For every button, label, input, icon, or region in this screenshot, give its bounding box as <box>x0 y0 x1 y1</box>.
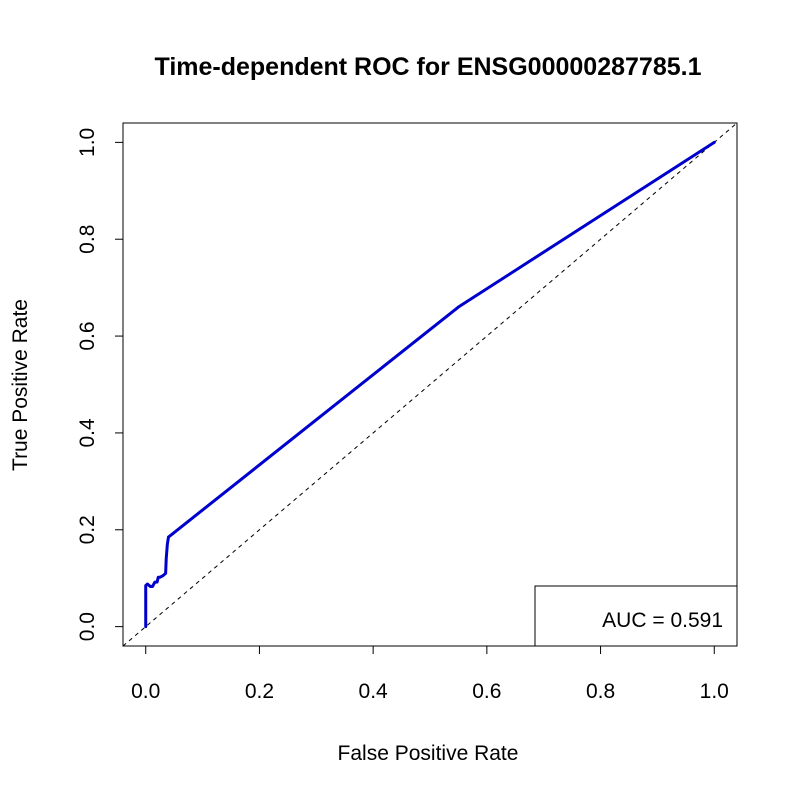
x-tick-label: 0.6 <box>472 680 501 703</box>
legend-box <box>534 585 738 647</box>
y-tick-label: 0.8 <box>76 225 99 254</box>
roc-series-group <box>144 140 716 629</box>
x-axis-ticks: 0.0 0.2 0.4 0.6 0.8 1.0 <box>131 645 729 703</box>
legend-auc-text: AUC = 0.591 <box>602 609 723 632</box>
x-axis-label: False Positive Rate <box>338 742 519 765</box>
y-axis-ticks: 0.0 0.2 0.4 0.6 0.8 1.0 <box>76 128 124 641</box>
x-tick-label: 0.0 <box>131 680 160 703</box>
chart-title: Time-dependent ROC for ENSG00000287785.1 <box>155 53 702 81</box>
x-tick-label: 0.2 <box>245 680 274 703</box>
y-tick-label: 0.0 <box>76 612 99 641</box>
x-tick-label: 0.8 <box>586 680 615 703</box>
y-axis-label: True Positive Rate <box>9 299 32 471</box>
x-tick-label: 0.4 <box>359 680 389 703</box>
reference-diagonal-group <box>122 122 738 647</box>
auc-legend: AUC = 0.591 <box>534 585 738 647</box>
y-tick-label: 1.0 <box>76 128 99 157</box>
y-tick-label: 0.6 <box>76 321 99 350</box>
roc-curve-line <box>144 140 716 629</box>
reference-diagonal-line <box>122 122 738 647</box>
x-tick-label: 1.0 <box>700 680 729 703</box>
y-tick-label: 0.4 <box>76 418 99 448</box>
y-tick-label: 0.2 <box>76 515 99 544</box>
